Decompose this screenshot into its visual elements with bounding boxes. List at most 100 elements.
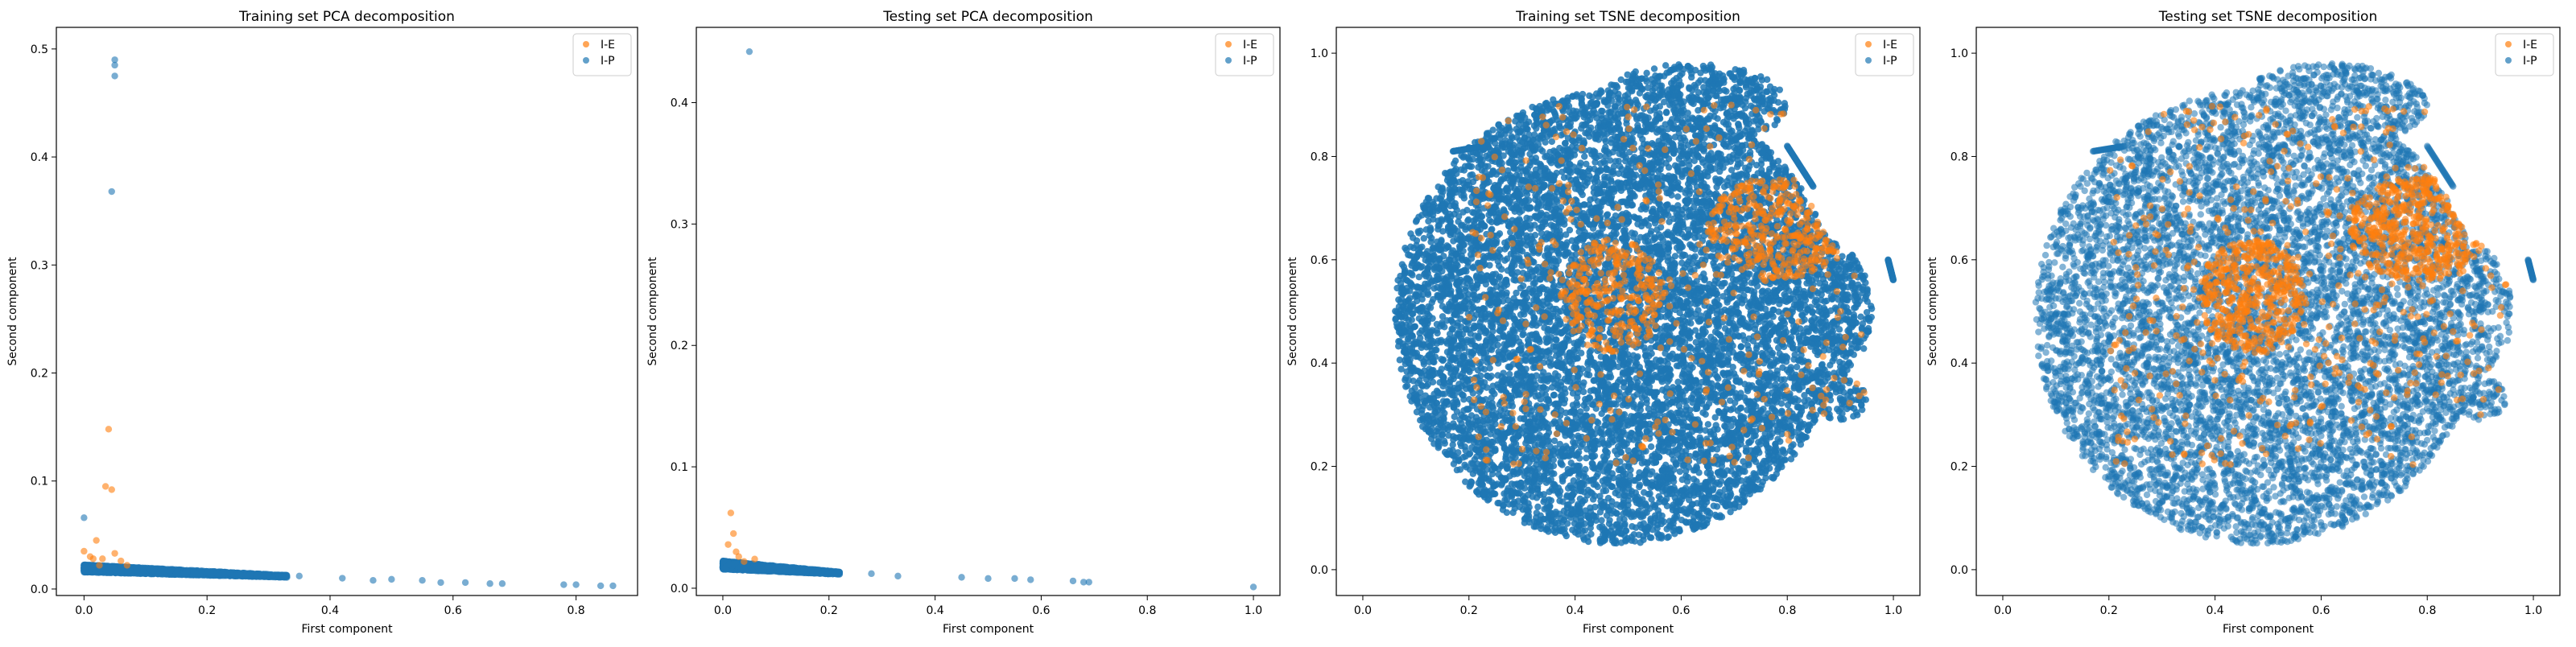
y-tick-label: 0.4 bbox=[31, 151, 48, 164]
y-tick-label: 0.5 bbox=[31, 43, 48, 56]
plot-area bbox=[80, 56, 616, 589]
data-point-I-E bbox=[90, 555, 97, 562]
data-point-I-E bbox=[724, 541, 731, 547]
data-point-I-E bbox=[80, 548, 87, 554]
data-point-I-P bbox=[419, 577, 425, 583]
data-point bbox=[741, 565, 747, 571]
data-point-I-P bbox=[894, 573, 901, 579]
data-point-I-P bbox=[111, 56, 118, 63]
data-point bbox=[726, 561, 733, 567]
legend-marker-I-P bbox=[1225, 57, 1232, 64]
data-point-I-E bbox=[730, 530, 737, 537]
x-tick-label: 0.6 bbox=[444, 604, 462, 617]
data-point-I-E bbox=[124, 562, 130, 568]
data-point-I-P bbox=[296, 573, 303, 579]
data-point bbox=[89, 565, 96, 571]
data-point bbox=[815, 569, 821, 575]
data-point bbox=[172, 571, 179, 578]
x-tick-label: 0.6 bbox=[1032, 604, 1050, 617]
data-point bbox=[266, 573, 272, 579]
data-point bbox=[147, 566, 154, 572]
data-point bbox=[801, 567, 807, 574]
data-point bbox=[106, 564, 113, 571]
data-point bbox=[134, 567, 140, 574]
data-point-I-P bbox=[339, 575, 345, 581]
x-tick-label: 0.0 bbox=[714, 604, 732, 617]
x-axis-label: First component bbox=[301, 623, 393, 636]
data-point bbox=[191, 570, 197, 576]
legend-label-I-E: I-E bbox=[1243, 39, 1257, 52]
data-point-I-E bbox=[741, 558, 747, 565]
x-tick-label: 0.2 bbox=[198, 604, 216, 617]
data-point-I-E bbox=[728, 509, 734, 516]
data-point-I-P bbox=[746, 48, 753, 55]
data-point-I-P bbox=[597, 583, 604, 589]
data-point-I-P bbox=[1027, 576, 1034, 583]
y-axis-label: Second component bbox=[6, 257, 19, 366]
data-point bbox=[720, 558, 726, 564]
y-axis-label: Second component bbox=[646, 257, 659, 366]
legend-label-I-P: I-P bbox=[601, 55, 615, 68]
x-tick-label: 0.8 bbox=[1138, 604, 1156, 617]
y-tick-label: 0.2 bbox=[671, 340, 688, 352]
chart-title: Training set PCA decomposition bbox=[238, 9, 455, 25]
y-tick-label: 0.3 bbox=[671, 218, 688, 231]
data-point-I-E bbox=[102, 483, 109, 489]
data-point-I-P bbox=[80, 514, 87, 521]
y-tick-label: 0.3 bbox=[31, 259, 48, 272]
data-point-I-P bbox=[985, 575, 991, 582]
data-point-I-P bbox=[80, 564, 87, 571]
data-point bbox=[279, 574, 285, 580]
plot-area bbox=[720, 48, 1257, 591]
y-tick-label: 0.0 bbox=[671, 583, 688, 595]
data-point-I-P bbox=[1070, 578, 1076, 584]
data-point bbox=[758, 562, 764, 568]
chart-title: Training set TSNE decomposition bbox=[1515, 9, 1740, 25]
data-point bbox=[118, 564, 124, 571]
data-point-I-P bbox=[462, 579, 469, 586]
data-point-I-E bbox=[99, 555, 105, 562]
data-point bbox=[161, 567, 167, 573]
data-point-I-P bbox=[486, 580, 493, 587]
legend: I-E I-P bbox=[1216, 34, 1274, 76]
data-point bbox=[140, 567, 147, 574]
data-point-I-P bbox=[369, 577, 376, 583]
x-tick-label: 0.4 bbox=[926, 604, 943, 617]
data-point bbox=[830, 570, 836, 576]
legend-label-I-P: I-P bbox=[1243, 55, 1257, 68]
x-tick-label: 0.2 bbox=[820, 604, 838, 617]
data-point-I-E bbox=[93, 537, 99, 543]
data-point-I-P bbox=[958, 574, 964, 580]
data-point bbox=[182, 571, 188, 577]
data-point-I-E bbox=[118, 558, 124, 564]
data-point-I-P bbox=[437, 579, 444, 586]
legend-marker-I-E bbox=[583, 41, 589, 47]
legend-label-I-E: I-E bbox=[601, 39, 615, 52]
data-point-I-P bbox=[109, 188, 115, 195]
data-point-I-P bbox=[572, 581, 579, 587]
y-tick-label: 0.2 bbox=[31, 368, 48, 381]
data-point-I-E bbox=[105, 426, 112, 432]
data-point-I-P bbox=[609, 583, 616, 589]
legend-marker-I-E bbox=[1225, 41, 1232, 47]
data-point-I-P bbox=[111, 72, 118, 79]
data-point-I-P bbox=[1250, 583, 1257, 590]
data-point bbox=[226, 570, 233, 576]
y-tick-label: 0.1 bbox=[31, 476, 48, 488]
data-point bbox=[208, 571, 214, 578]
data-point bbox=[254, 572, 260, 579]
y-tick-label: 0.1 bbox=[671, 461, 688, 474]
data-point-I-P bbox=[1011, 575, 1018, 582]
y-tick-label: 0.4 bbox=[671, 97, 688, 110]
y-tick-label: 0.0 bbox=[31, 583, 48, 596]
data-point bbox=[771, 563, 778, 570]
data-point-I-E bbox=[111, 550, 118, 556]
data-point-I-E bbox=[736, 554, 742, 560]
data-point-I-P bbox=[1086, 579, 1092, 585]
data-point-I-E bbox=[751, 556, 758, 563]
data-point bbox=[236, 571, 242, 578]
data-point-I-E bbox=[109, 486, 115, 492]
